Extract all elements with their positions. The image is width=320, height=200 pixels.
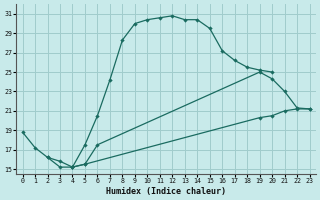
X-axis label: Humidex (Indice chaleur): Humidex (Indice chaleur) bbox=[106, 187, 226, 196]
